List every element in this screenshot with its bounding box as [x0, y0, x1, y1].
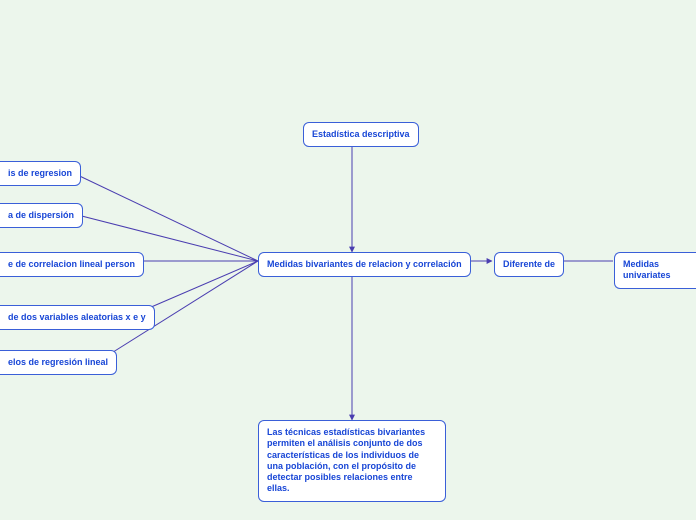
mindmap-canvas: Estadística descriptiva Medidas bivarian…: [0, 0, 696, 520]
node-left2[interactable]: a de dispersión: [0, 203, 83, 228]
node-left5[interactable]: elos de regresión lineal: [0, 350, 117, 375]
node-label: a de dispersión: [8, 210, 74, 220]
node-top[interactable]: Estadística descriptiva: [303, 122, 419, 147]
node-left4[interactable]: de dos variables aleatorias x e y: [0, 305, 155, 330]
node-left1[interactable]: is de regresion: [0, 161, 81, 186]
node-center[interactable]: Medidas bivariantes de relacion y correl…: [258, 252, 471, 277]
node-right2[interactable]: Medidas univariates: [614, 252, 696, 289]
node-label: is de regresion: [8, 168, 72, 178]
node-left3[interactable]: e de correlacion lineal person: [0, 252, 144, 277]
node-label: Medidas univariates: [623, 259, 671, 280]
node-label: elos de regresión lineal: [8, 357, 108, 367]
node-label: de dos variables aleatorias x e y: [8, 312, 146, 322]
edge-center-left1: [67, 170, 258, 261]
node-bottom[interactable]: Las técnicas estadísticas bivariantes pe…: [258, 420, 446, 502]
node-label: Diferente de: [503, 259, 555, 269]
node-label: e de correlacion lineal person: [8, 259, 135, 269]
node-label: Medidas bivariantes de relacion y correl…: [267, 259, 462, 269]
node-label: Las técnicas estadísticas bivariantes pe…: [267, 427, 425, 493]
node-right1[interactable]: Diferente de: [494, 252, 564, 277]
node-label: Estadística descriptiva: [312, 129, 410, 139]
